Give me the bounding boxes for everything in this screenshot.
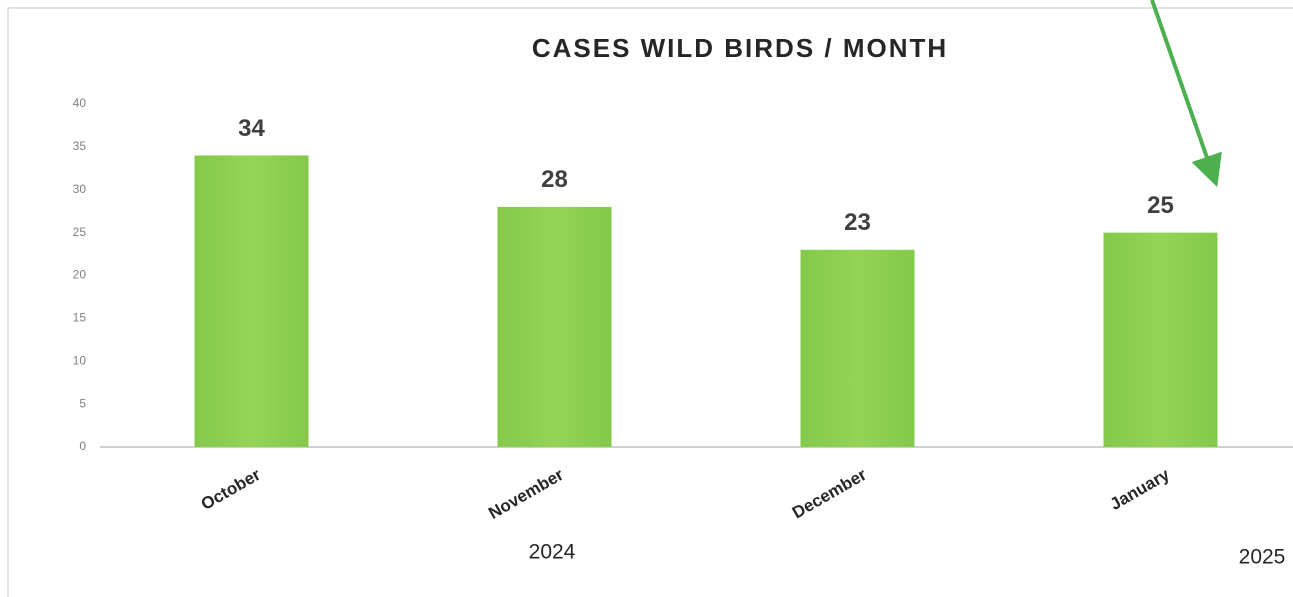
chart-title: CASES WILD BIRDS / MONTH [532, 33, 948, 63]
y-tick-label: 30 [73, 182, 87, 196]
y-tick-label: 25 [73, 225, 87, 239]
y-tick-label: 0 [79, 439, 86, 453]
y-tick-label: 15 [73, 311, 87, 325]
annotation: 2025 [1239, 546, 1286, 569]
data-label: 25 [1147, 192, 1174, 219]
bar [800, 249, 915, 447]
bar [1103, 232, 1218, 447]
data-label: 34 [238, 115, 265, 142]
y-tick-label: 35 [73, 139, 87, 153]
x-tick-label: November [485, 465, 567, 523]
data-label: 23 [844, 209, 871, 236]
y-tick-label: 5 [79, 396, 86, 410]
annotation: 2024 [529, 541, 576, 564]
x-tick-label: October [198, 465, 264, 514]
x-tick-label: January [1107, 465, 1173, 514]
y-tick-label: 20 [73, 268, 87, 282]
x-tick-label: December [789, 465, 870, 523]
data-label: 28 [541, 166, 568, 193]
arrow [1150, 0, 1222, 188]
y-tick-label: 40 [73, 96, 87, 110]
bar [194, 155, 309, 447]
chart-frame [7, 7, 1293, 597]
bar [497, 206, 612, 447]
y-tick-label: 10 [73, 353, 87, 367]
